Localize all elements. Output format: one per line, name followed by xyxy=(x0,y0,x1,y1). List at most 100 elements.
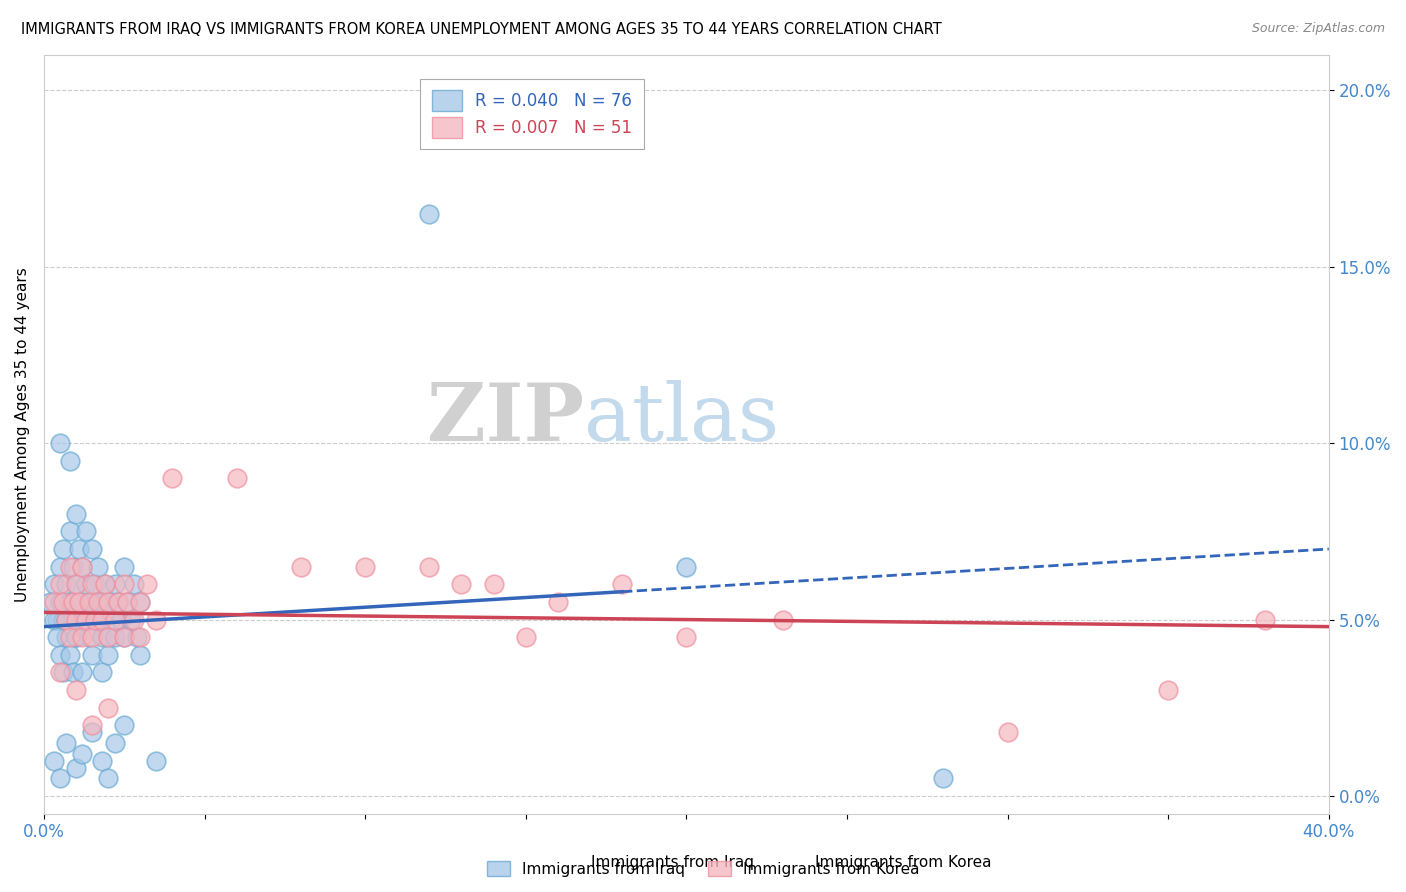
Point xyxy=(65,507,87,521)
Point xyxy=(72,613,94,627)
Point xyxy=(72,559,94,574)
Point xyxy=(77,630,100,644)
Point xyxy=(65,577,87,591)
Legend: R = 0.040   N = 76, R = 0.007   N = 51: R = 0.040 N = 76, R = 0.007 N = 51 xyxy=(420,78,644,149)
Point xyxy=(94,577,117,591)
Point xyxy=(117,595,139,609)
Point xyxy=(103,577,125,591)
Point xyxy=(112,630,135,644)
Point xyxy=(129,648,152,662)
Point xyxy=(225,471,247,485)
Point xyxy=(58,630,80,644)
Point xyxy=(97,772,120,786)
Point xyxy=(75,524,97,539)
Point xyxy=(67,595,90,609)
Point xyxy=(120,613,142,627)
Point xyxy=(103,736,125,750)
Point xyxy=(65,683,87,698)
Point xyxy=(145,754,167,768)
Point xyxy=(112,718,135,732)
Point xyxy=(90,595,112,609)
Point xyxy=(103,613,125,627)
Text: IMMIGRANTS FROM IRAQ VS IMMIGRANTS FROM KOREA UNEMPLOYMENT AMONG AGES 35 TO 44 Y: IMMIGRANTS FROM IRAQ VS IMMIGRANTS FROM … xyxy=(21,22,942,37)
Point xyxy=(72,559,94,574)
Point xyxy=(62,665,84,680)
Point xyxy=(97,630,120,644)
Point xyxy=(65,577,87,591)
Point xyxy=(129,595,152,609)
Point xyxy=(675,559,697,574)
Point xyxy=(42,595,65,609)
Point xyxy=(97,700,120,714)
Point xyxy=(80,577,103,591)
Point xyxy=(97,595,120,609)
Point xyxy=(87,613,110,627)
Point xyxy=(482,577,505,591)
Point xyxy=(145,613,167,627)
Point xyxy=(100,613,122,627)
Point xyxy=(62,559,84,574)
Point xyxy=(610,577,633,591)
Point xyxy=(997,725,1019,739)
Point xyxy=(42,577,65,591)
Point xyxy=(45,630,67,644)
Point xyxy=(290,559,312,574)
Point xyxy=(55,630,77,644)
Text: ZIP: ZIP xyxy=(426,380,583,458)
Point xyxy=(65,630,87,644)
Point xyxy=(97,630,120,644)
Point xyxy=(125,630,148,644)
Point xyxy=(129,630,152,644)
Point xyxy=(112,630,135,644)
Point xyxy=(49,665,72,680)
Point xyxy=(117,595,139,609)
Point xyxy=(55,613,77,627)
Point xyxy=(49,559,72,574)
Point xyxy=(90,613,112,627)
Point xyxy=(52,613,75,627)
Point xyxy=(52,665,75,680)
Point xyxy=(77,595,100,609)
Point xyxy=(1253,613,1275,627)
Point xyxy=(97,595,120,609)
Point xyxy=(80,595,103,609)
Y-axis label: Unemployment Among Ages 35 to 44 years: Unemployment Among Ages 35 to 44 years xyxy=(15,267,30,602)
Point xyxy=(49,648,72,662)
Point xyxy=(87,559,110,574)
Point xyxy=(122,577,145,591)
Text: atlas: atlas xyxy=(583,380,779,458)
Point xyxy=(72,747,94,761)
Point xyxy=(49,595,72,609)
Point xyxy=(42,613,65,627)
Point xyxy=(547,595,569,609)
Point xyxy=(84,613,107,627)
Point xyxy=(75,577,97,591)
Point xyxy=(55,736,77,750)
Point xyxy=(1157,683,1180,698)
Point xyxy=(67,541,90,556)
Point xyxy=(55,577,77,591)
Point xyxy=(58,559,80,574)
Point xyxy=(107,595,129,609)
Point xyxy=(90,754,112,768)
Point xyxy=(135,577,157,591)
Point xyxy=(65,613,87,627)
Point xyxy=(80,718,103,732)
Point xyxy=(49,436,72,450)
Point xyxy=(90,630,112,644)
Point xyxy=(515,630,537,644)
Point xyxy=(80,541,103,556)
Point xyxy=(94,577,117,591)
Point xyxy=(58,648,80,662)
Point xyxy=(65,630,87,644)
Point xyxy=(107,595,129,609)
Point xyxy=(675,630,697,644)
Point xyxy=(450,577,472,591)
Point xyxy=(52,595,75,609)
Text: Immigrants from Iraq: Immigrants from Iraq xyxy=(591,855,754,870)
Text: Immigrants from Korea: Immigrants from Korea xyxy=(815,855,993,870)
Point xyxy=(110,613,132,627)
Point xyxy=(58,454,80,468)
Point xyxy=(84,613,107,627)
Point xyxy=(418,207,440,221)
